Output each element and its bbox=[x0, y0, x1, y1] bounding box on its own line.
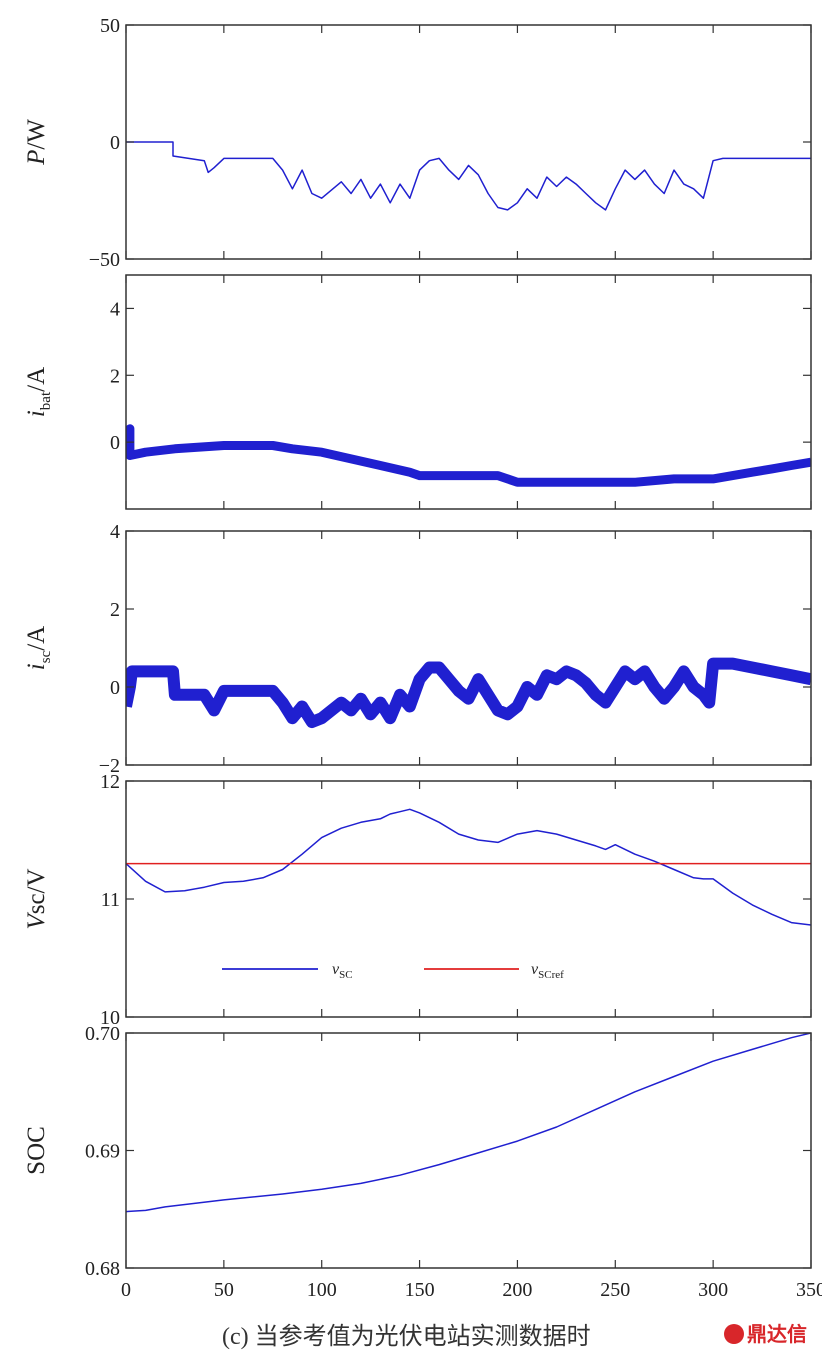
legend-label-2: vSCref bbox=[531, 961, 564, 981]
plot-frame bbox=[125, 1032, 812, 1269]
plot-frame bbox=[125, 780, 812, 1018]
y-tick-label: 50 bbox=[100, 15, 120, 37]
y-tick-label: 0.69 bbox=[85, 1141, 120, 1163]
x-tick-label: 350 bbox=[796, 1279, 822, 1301]
y-tick-label: 4 bbox=[110, 298, 120, 320]
x-tick-label: 300 bbox=[698, 1279, 728, 1301]
plot-frame bbox=[125, 530, 812, 766]
y-tick-label: 2 bbox=[110, 599, 120, 621]
x-tick-label: 150 bbox=[405, 1279, 435, 1301]
y-axis-title: P/W bbox=[23, 119, 50, 166]
x-tick-label: 250 bbox=[600, 1279, 630, 1301]
figure-caption: (c) 当参考值为光伏电站实测数据时 bbox=[222, 1324, 591, 1350]
y-axis-title: SOC bbox=[23, 1126, 50, 1175]
y-tick-label: 11 bbox=[101, 889, 120, 911]
y-tick-label: 12 bbox=[100, 771, 120, 793]
y-tick-label: −50 bbox=[89, 249, 120, 271]
y-axis-title: Vsc/V bbox=[23, 868, 50, 929]
watermark-logo-icon bbox=[724, 1324, 744, 1344]
series-line-1 bbox=[126, 424, 811, 487]
chart-panel-4: 10 11 12 Vsc/V vSC vSCref bbox=[23, 771, 812, 1029]
x-tick-label: 100 bbox=[307, 1279, 337, 1301]
y-tick-label: 2 bbox=[110, 365, 120, 387]
y-tick-label: 0 bbox=[110, 432, 120, 454]
chart-panel-5: 0.68 0.69 0.70 0 50 100 150 200 250 300 350 SOC bbox=[23, 1023, 822, 1301]
series-line-1 bbox=[126, 657, 811, 729]
plot-frame bbox=[125, 24, 812, 260]
x-tick-label: 200 bbox=[502, 1279, 532, 1301]
chart-panel-2: 0 2 4 ibat/A bbox=[23, 274, 812, 510]
watermark: 鼎达信 bbox=[724, 1318, 807, 1347]
series-line-1 bbox=[126, 1033, 811, 1213]
y-tick-label: 0.70 bbox=[85, 1023, 120, 1045]
y-tick-label: 10 bbox=[100, 1007, 120, 1029]
y-tick-label: 0 bbox=[110, 677, 120, 699]
plot-frame bbox=[125, 274, 812, 510]
x-tick-label: 0 bbox=[121, 1279, 131, 1301]
series-line-1 bbox=[126, 141, 811, 211]
y-tick-label: −2 bbox=[99, 755, 120, 777]
y-tick-label: 0 bbox=[110, 132, 120, 154]
y-axis-title: isc/A bbox=[23, 626, 54, 670]
chart-panel-1: −50 0 50 P/W bbox=[23, 15, 812, 271]
y-tick-label: 0.68 bbox=[85, 1258, 120, 1280]
y-axis-title: ibat/A bbox=[23, 367, 54, 417]
series-line-1 bbox=[126, 808, 811, 926]
chart-panel-3: −2 0 2 4 isc/A bbox=[23, 521, 812, 777]
watermark-text: 鼎达信 bbox=[747, 1322, 807, 1346]
x-tick-label: 50 bbox=[214, 1279, 234, 1301]
y-tick-label: 4 bbox=[110, 521, 120, 543]
legend-label-1: vSC bbox=[332, 961, 353, 981]
